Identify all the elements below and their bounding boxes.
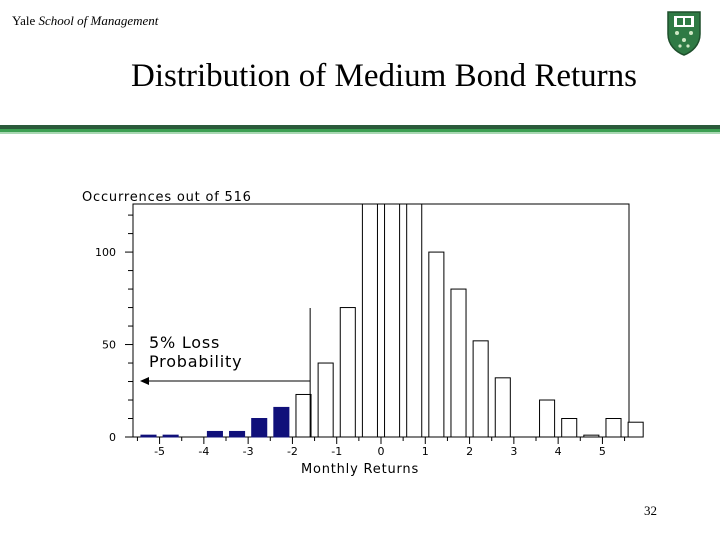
x-tick-label: -1: [331, 445, 342, 458]
loss-bar: [229, 430, 246, 438]
histogram-bar: [361, 203, 378, 438]
histogram-bar: [428, 251, 445, 438]
x-tick-label: -3: [243, 445, 254, 458]
histogram-bar: [539, 399, 556, 438]
annotation-arrow-head: [140, 377, 149, 385]
y-tick-label: 50: [102, 339, 116, 352]
annotation-line-2: Probability: [149, 352, 242, 371]
x-tick-label: 1: [422, 445, 429, 458]
header-rule-light: [0, 132, 720, 134]
loss-bar: [206, 430, 223, 438]
chart-title: Occurrences out of 516: [82, 190, 252, 205]
x-tick-label: 2: [466, 445, 473, 458]
histogram-bar: [472, 340, 489, 438]
histogram-bar: [384, 203, 401, 438]
brand-name: Yale: [12, 13, 36, 28]
loss-bar: [140, 434, 157, 438]
x-tick-label: 4: [555, 445, 562, 458]
x-tick-label: 3: [510, 445, 517, 458]
x-tick-label: -2: [287, 445, 298, 458]
yale-shield-icon: [667, 11, 701, 56]
histogram-bar: [627, 421, 644, 438]
histogram-bar: [450, 288, 467, 438]
slide-title: Distribution of Medium Bond Returns: [131, 58, 637, 94]
annotation-line-1: 5% Loss: [149, 333, 220, 352]
histogram-bar: [295, 393, 312, 438]
x-tick-label: 0: [378, 445, 385, 458]
school-brand: Yale School of Management: [12, 13, 158, 29]
header-rule: [0, 125, 720, 129]
histogram-bar: [339, 307, 356, 438]
loss-bar: [251, 418, 268, 438]
loss-bar: [273, 406, 290, 438]
histogram-bar: [317, 362, 334, 438]
header-rule-accent: [0, 129, 720, 132]
histogram-bar: [583, 434, 600, 438]
histogram-bar: [561, 418, 578, 438]
annotation-backdrop: [143, 333, 271, 375]
x-axis-label: Monthly Returns: [301, 462, 419, 477]
histogram-bar: [406, 203, 423, 438]
chart-layer: 0 50 100 -5 -4 -3 -2 -1 0 1 2 3 4 5 Occurrences out of…: [82, 190, 644, 477]
x-tick-label: -5: [154, 445, 165, 458]
brand-school: School of Management: [38, 13, 159, 28]
y-tick-label: 100: [95, 246, 116, 259]
histogram-bar: [494, 377, 511, 438]
y-tick-label: 0: [109, 431, 116, 444]
histogram-bar: [605, 418, 622, 438]
page-number: 32: [644, 503, 657, 518]
x-tick-label: -4: [198, 445, 209, 458]
x-tick-label: 5: [599, 445, 606, 458]
loss-bar: [162, 434, 179, 438]
